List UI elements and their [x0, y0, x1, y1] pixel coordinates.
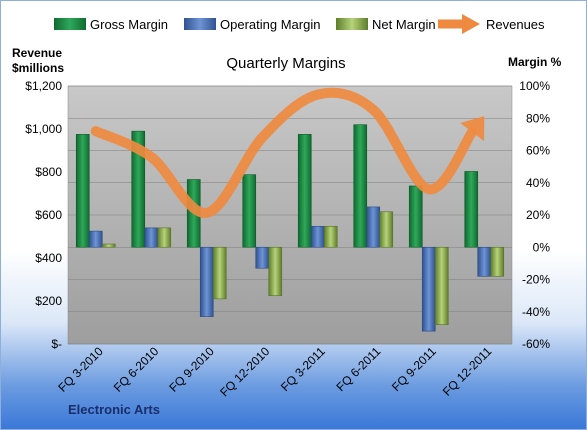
bar-gross-margin — [75, 134, 90, 248]
bar-gross-margin — [131, 130, 146, 248]
legend-label-net-margin: Net Margin — [372, 17, 436, 32]
category-label: FQ 6-2011 — [334, 344, 384, 394]
revenue-arrowhead — [460, 116, 485, 142]
bar-net-margin — [157, 227, 172, 248]
right-axis-ticks: -60% -40% -20% 0% 20% 40% 60% 80% 100% — [519, 79, 550, 351]
bar-gross-margin — [297, 134, 312, 248]
bar-operating-margin — [310, 225, 325, 248]
bar-net-margin — [101, 243, 116, 248]
right-axis-title: Margin % — [508, 55, 562, 69]
bar-net-margin — [323, 225, 338, 248]
chart-title: Quarterly Margins — [226, 55, 345, 72]
right-tick-label: 60% — [526, 144, 550, 158]
category-label: FQ 9-2010 — [166, 344, 217, 395]
left-tick-label: $1,200 — [25, 79, 62, 93]
right-tick-label: -60% — [522, 337, 550, 351]
left-tick-label: $800 — [35, 165, 62, 179]
left-axis-ticks: $- $200 $400 $600 $800 $1,000 $1,200 — [25, 79, 62, 351]
bar-operating-margin — [199, 246, 214, 317]
x-axis-labels: FQ 3-2010 FQ 6-2010 FQ 9-2010 FQ 12-2010 FQ … — [55, 344, 494, 399]
bar-gross-margin — [408, 185, 423, 248]
right-tick-label: -40% — [522, 305, 550, 319]
bar-net-margin — [379, 211, 394, 248]
right-tick-label: 20% — [526, 208, 550, 222]
bar-operating-margin — [255, 246, 270, 269]
legend-label-revenues: Revenues — [486, 17, 545, 32]
revenue-line-path — [90, 87, 478, 218]
bar-net-margin — [490, 246, 505, 277]
legend-swatch-revenues — [438, 14, 480, 34]
bar-operating-margin — [421, 246, 436, 332]
right-tick-label: 80% — [526, 111, 550, 125]
right-tick-label: 0% — [533, 240, 551, 254]
bar-gross-margin — [464, 171, 479, 248]
bar-net-margin — [434, 246, 449, 325]
category-label: FQ 9-2011 — [389, 344, 439, 394]
company-label: Electronic Arts — [68, 402, 160, 417]
right-tick-label: -20% — [522, 273, 550, 287]
legend: Gross Margin Operating Margin Net Margin… — [54, 14, 545, 34]
left-tick-label: $400 — [35, 251, 62, 265]
legend-label-gross-margin: Gross Margin — [90, 17, 168, 32]
legend-swatch-net-margin — [336, 18, 368, 30]
bar-net-margin — [268, 246, 283, 296]
bar-operating-margin — [144, 227, 159, 248]
right-tick-label: 40% — [526, 176, 550, 190]
bar-operating-margin — [477, 246, 492, 277]
right-tick-label: 100% — [519, 79, 550, 93]
category-label: FQ 6-2010 — [111, 344, 162, 395]
legend-label-operating-margin: Operating Margin — [220, 17, 320, 32]
legend-swatch-gross-margin — [54, 18, 86, 30]
category-label: FQ 12-2010 — [217, 344, 272, 399]
left-tick-label: $600 — [35, 208, 62, 222]
category-label: FQ 3-2011 — [278, 344, 328, 394]
bars — [75, 124, 505, 332]
bar-operating-margin — [366, 206, 381, 248]
bar-gross-margin — [242, 174, 257, 248]
left-axis-title-line1: Revenue — [12, 46, 62, 60]
bar-gross-margin — [353, 124, 368, 248]
revenue-line — [90, 87, 485, 218]
bar-net-margin — [212, 246, 227, 300]
category-label: FQ 3-2010 — [55, 344, 106, 395]
left-tick-label: $1,000 — [25, 122, 62, 136]
left-tick-label: $200 — [35, 294, 62, 308]
left-tick-label: $- — [51, 337, 62, 351]
category-label: FQ 12-2011 — [440, 344, 495, 399]
left-axis-title-line2: $millions — [12, 61, 64, 75]
bar-operating-margin — [88, 230, 103, 248]
legend-swatch-operating-margin — [184, 18, 216, 30]
